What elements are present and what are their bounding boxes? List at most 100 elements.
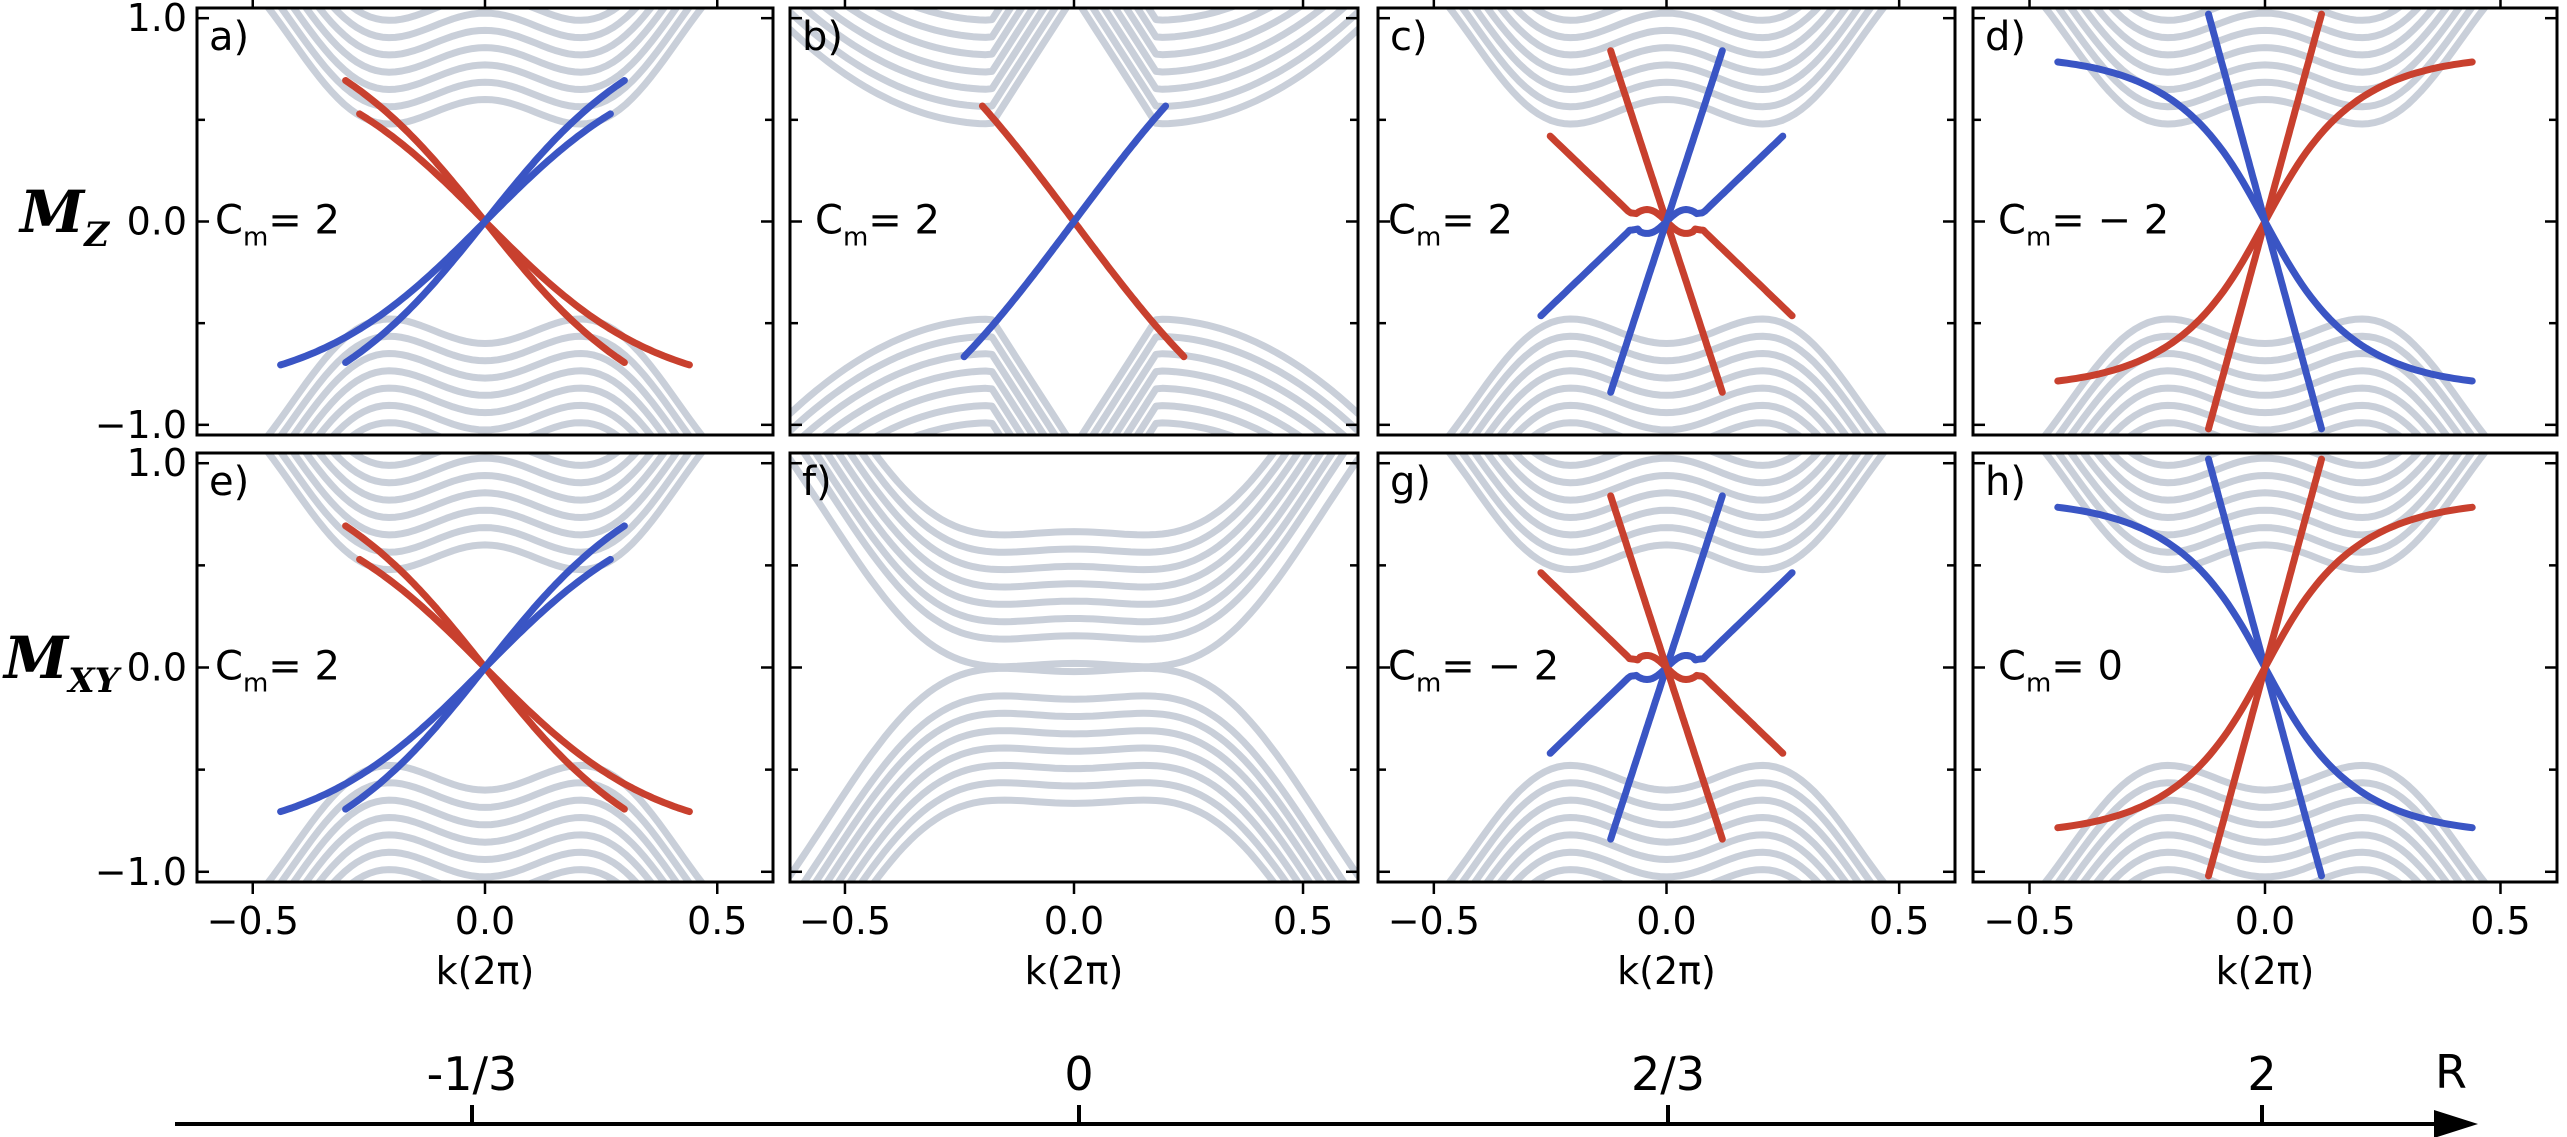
- bulk-band-upper: [800, 453, 1348, 643]
- chern-number-label: Cm= − 2: [1998, 198, 2169, 253]
- x-tick-label: 0.5: [2470, 899, 2530, 943]
- bulk-band-lower: [1483, 814, 1850, 882]
- bulk-band-lower: [1458, 332, 1875, 435]
- bulk-band-lower: [329, 401, 641, 435]
- bulk-band-lower: [843, 384, 1305, 435]
- edge-band: [978, 102, 1188, 361]
- bulk-band-lower: [2066, 350, 2464, 435]
- bulk-band-lower: [790, 315, 1358, 435]
- bulk-band-upper: [2079, 8, 2451, 76]
- chern-value: = 2: [268, 198, 340, 244]
- bulk-band-upper: [870, 453, 1278, 539]
- chern-number-label: Cm= 2: [1388, 198, 1513, 253]
- panel-letter: c): [1390, 14, 1428, 60]
- bulk-band-lower: [314, 384, 656, 435]
- bulk-band-upper: [1458, 453, 1875, 556]
- bulk-band-upper: [314, 453, 656, 504]
- bands-group: [2041, 453, 2489, 882]
- y-tick-label: 1.0: [127, 0, 187, 40]
- bulk-band-lower: [264, 315, 706, 435]
- edge-band: [277, 110, 614, 369]
- panel-letter: f): [802, 459, 832, 505]
- edge-band: [356, 110, 693, 369]
- row-label-mxy-main: M: [2, 624, 70, 692]
- chern-subscript: m: [2026, 669, 2051, 699]
- bulk-band-upper: [2041, 8, 2489, 128]
- bulk-band-lower: [289, 796, 681, 882]
- bulk-band-upper: [289, 453, 681, 539]
- chern-symbol: C: [1388, 644, 1416, 690]
- bands-group: [790, 8, 1358, 435]
- row-label-mxy: MXY: [2, 624, 122, 701]
- bulk-band-lower: [264, 761, 706, 882]
- x-tick-label: 0.0: [1636, 899, 1696, 943]
- edge-band: [1607, 492, 1726, 843]
- r-axis-tick-label: 0: [1064, 1047, 1093, 1101]
- x-tick-label: 0.0: [455, 899, 515, 943]
- bulk-band-lower: [301, 814, 669, 882]
- bulk-band-lower: [870, 796, 1278, 882]
- bulk-band-upper: [277, 8, 693, 111]
- x-tick-label: 0.0: [1044, 899, 1104, 943]
- x-axis-label: k(2π): [436, 949, 535, 993]
- chern-symbol: C: [215, 644, 243, 690]
- bulk-band-lower: [857, 779, 1291, 882]
- bands-group: [1445, 453, 1888, 882]
- bands-group: [1445, 8, 1888, 435]
- chern-value: = 2: [268, 644, 340, 690]
- edge-band: [1607, 47, 1726, 396]
- bulk-band-upper: [857, 453, 1291, 556]
- chern-subscript: m: [1416, 669, 1441, 699]
- bulk-band-lower: [1496, 831, 1837, 882]
- bulk-band-lower: [1458, 779, 1875, 882]
- bulk-band-upper: [2054, 453, 2476, 556]
- bulk-band-lower: [2041, 315, 2489, 435]
- bulk-band-lower: [1510, 848, 1823, 882]
- y-tick-label: 0.0: [127, 646, 187, 690]
- bulk-band-lower: [2054, 779, 2476, 882]
- x-axis-label: k(2π): [1617, 949, 1716, 993]
- bulk-band-upper: [2041, 453, 2489, 574]
- edge-band: [277, 555, 614, 816]
- bulk-band-upper: [289, 8, 681, 93]
- panels-group: −1.00.01.0 a)Cm= 2b)Cm= 2c)Cm= 2d)Cm= − 2…: [95, 0, 2559, 993]
- panel-b: b) Cm= 2: [788, 0, 1360, 437]
- bulk-band-upper: [1470, 453, 1863, 539]
- y-tick-label: 0.0: [127, 200, 187, 244]
- bulk-band-upper: [301, 453, 669, 521]
- panel-letter: g): [1390, 459, 1431, 505]
- bulk-band-lower: [800, 692, 1348, 882]
- bulk-band-upper: [2079, 453, 2451, 521]
- edge-band: [2205, 10, 2325, 433]
- bulk-band-lower: [289, 350, 681, 435]
- bulk-band-lower: [301, 367, 669, 435]
- row-label-mxy-sub: XY: [66, 661, 121, 701]
- bulk-band-lower: [1445, 315, 1888, 435]
- panel-letter: e): [209, 459, 249, 505]
- bulk-band-lower: [2079, 814, 2451, 882]
- bulk-band-upper: [329, 453, 641, 487]
- bulk-band-upper: [329, 8, 641, 42]
- bulk-band-lower: [1470, 350, 1863, 435]
- chern-number-label: Cm= 0: [1998, 644, 2123, 699]
- r-axis-tick-label: 2/3: [1631, 1047, 1705, 1101]
- edge-band: [960, 102, 1170, 361]
- bulk-band-upper: [1483, 8, 1850, 76]
- bulk-band-upper: [790, 455, 1358, 671]
- x-tick-label: 0.5: [687, 899, 747, 943]
- panel-f: −0.5 0.0 0.5 k(2π) f): [788, 451, 1360, 993]
- bulk-band-upper: [871, 8, 1277, 41]
- panel-h: −0.5 0.0 0.5 k(2π) h) Cm= 0: [1971, 451, 2559, 993]
- bulk-band-lower: [2066, 796, 2464, 882]
- bulk-band-lower: [799, 350, 1349, 435]
- r-axis-arrowhead: [2434, 1110, 2478, 1137]
- bulk-band-lower: [1483, 367, 1850, 435]
- panel-letter: b): [802, 14, 843, 60]
- r-axis-tick-label: -1/3: [427, 1047, 518, 1101]
- x-tick-label: 0.5: [1869, 899, 1929, 943]
- bulk-band-lower: [811, 709, 1337, 882]
- chern-symbol: C: [815, 198, 843, 244]
- bulk-band-upper: [823, 453, 1325, 608]
- panel-c: c) Cm= 2: [1376, 0, 1957, 437]
- chern-subscript: m: [2026, 223, 2051, 253]
